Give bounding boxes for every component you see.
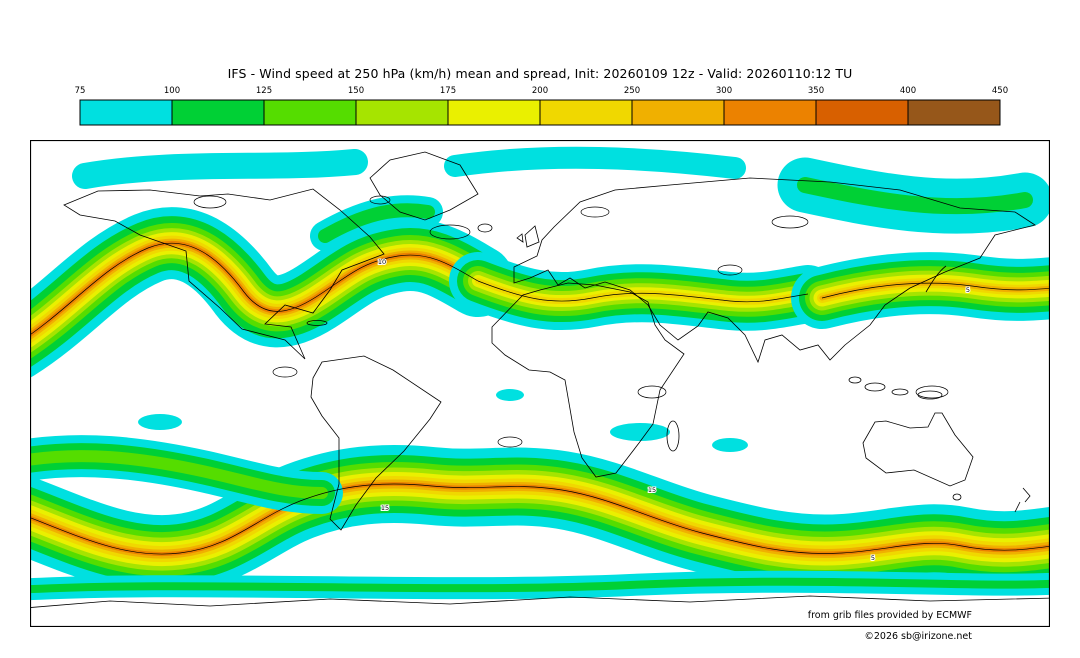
spread-contour-ring [717, 264, 743, 276]
colorbar-tick-label: 175 [440, 86, 456, 96]
coastline-australia [862, 412, 974, 487]
colorbar-tick-label: 400 [900, 86, 916, 96]
jet-stream-bands [30, 158, 1050, 590]
colorbar-segment [447, 99, 541, 126]
colorbar-tick-label: 150 [348, 86, 364, 96]
coastline-africa [491, 282, 685, 478]
spread-contour-ring [771, 215, 809, 229]
credit-copyright: ©2026 sb@irizone.net [864, 631, 972, 642]
contour-label: 15 [648, 486, 656, 494]
coastline-japan [925, 265, 947, 293]
contour-labels: 10 15 5 15 5 [377, 257, 971, 563]
coastline-borneo [864, 382, 886, 392]
tropical-wind-patches [138, 389, 748, 452]
jet-band-north-america-atlantic [30, 243, 478, 345]
wind-patch [496, 389, 524, 401]
colorbar-tick-label: 300 [716, 86, 732, 96]
jet-band-europe-asia [478, 281, 808, 302]
colorbar-segment [263, 99, 357, 126]
spread-contour-ring [580, 206, 610, 218]
spread-contour-ring [915, 385, 949, 399]
coastlines [30, 151, 1050, 608]
colorbar-tick-label: 350 [808, 86, 824, 96]
coastline-south-america [310, 355, 442, 531]
colorbar: 75 100 125 150 175 200 250 300 350 400 4… [75, 86, 1008, 126]
coastline-eurasia [513, 177, 1036, 364]
jet-layer [455, 158, 735, 168]
colorbar-tick-label: 450 [992, 86, 1008, 96]
coastline-ireland [516, 233, 524, 243]
spread-contour-ring [369, 195, 391, 205]
colorbar-segment [539, 99, 633, 126]
colorbar-tick-label: 250 [624, 86, 640, 96]
colorbar-segment [815, 99, 909, 126]
colorbar-ticks: 75 100 125 150 175 200 250 300 350 400 4… [75, 86, 1009, 96]
colorbar-segment [631, 99, 725, 126]
coastline-madagascar [666, 420, 680, 452]
colorbar-segments [79, 99, 1001, 126]
colorbar-tick-label: 200 [532, 86, 548, 96]
map-frame [30, 140, 1050, 627]
spread-contour-ring [497, 436, 523, 448]
jet-band-south-pacific-branch [30, 456, 322, 493]
contour-label: 5 [966, 286, 970, 294]
figure-title: IFS - Wind speed at 250 hPa (km/h) mean … [227, 66, 853, 81]
wind-patch [138, 414, 182, 430]
world-map: 10 15 5 15 5 [30, 140, 1050, 627]
coastline-united-kingdom [524, 225, 540, 248]
contour-label: 10 [378, 258, 386, 266]
spread-contour-ring [193, 195, 227, 209]
jet-band-antarctic-coastal [30, 582, 1050, 590]
colorbar-segment [723, 99, 817, 126]
colorbar-segment [907, 99, 1001, 126]
contour-label: 15 [381, 504, 389, 512]
spread-contour-ring [272, 366, 298, 378]
coastline-new-zealand [1014, 487, 1031, 513]
colorbar-tick-label: 75 [75, 86, 86, 96]
colorbar-segment [79, 99, 173, 126]
coastline-sulawesi [891, 388, 909, 396]
coastline-iceland [477, 223, 493, 233]
contour-label: 5 [871, 554, 875, 562]
coastline-antarctica [30, 595, 1050, 608]
coastline-cuba [306, 320, 328, 326]
colorbar-tick-label: 125 [256, 86, 272, 96]
credit-source: from grib files provided by ECMWF [807, 610, 972, 621]
jet-layer [85, 162, 355, 176]
colorbar-tick-label: 100 [164, 86, 180, 96]
wind-patch [712, 438, 748, 452]
wind-patch [610, 423, 670, 441]
spread-contour-ring [637, 385, 667, 399]
spread-contours [30, 195, 1050, 555]
coastline-sumatra [848, 376, 862, 384]
coastline-greenland [369, 151, 479, 221]
coastline-north-america [63, 188, 385, 360]
coastline-tasmania [952, 493, 962, 501]
jet-band-southern-hemisphere [30, 484, 1050, 554]
spread-contour-ring [429, 224, 471, 240]
colorbar-segment [355, 99, 449, 126]
colorbar-segment [171, 99, 265, 126]
